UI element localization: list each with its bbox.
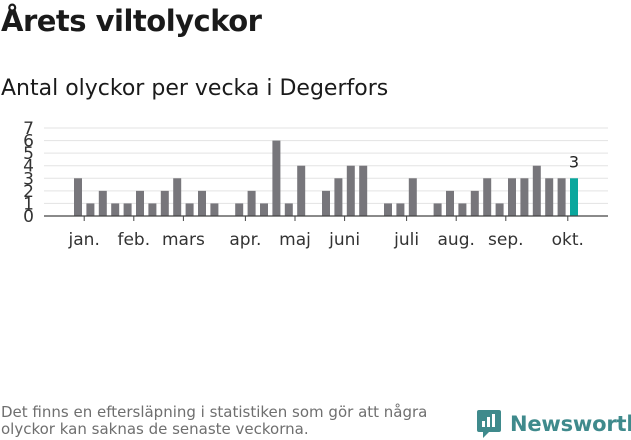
bar [86,203,95,216]
bar [198,190,206,216]
bar [284,203,293,216]
chart-title: Årets viltolyckor [1,4,262,38]
y-tick-label: 7 [23,119,34,139]
bar [74,178,82,216]
bars [74,140,578,216]
bar [98,190,107,216]
footnote: Det finns en eftersläpning i statistiken… [1,403,428,438]
y-tick-label: 1 [23,194,34,214]
bar [123,203,132,216]
x-tick-label: jan. [68,230,100,250]
bar [160,190,169,216]
bar [359,165,368,216]
x-tick-label: feb. [117,230,150,250]
bar [235,203,244,216]
bar-highlight [570,178,578,216]
brand-name: Newsworthy [510,412,631,436]
bar [384,203,392,216]
bar [458,203,467,216]
bar [173,178,182,216]
x-tick-label: juli [393,230,419,250]
bar [260,203,268,216]
bar [136,190,144,216]
newsworthy-logo-icon [477,410,501,438]
brand-logo[interactable]: Newsworthy [476,408,631,440]
x-tick-label: mars [162,230,205,250]
bar [495,203,504,216]
y-tick-label: 3 [23,169,34,189]
y-tick-label: 6 [23,132,34,152]
bar [346,165,355,216]
bar [483,178,492,216]
bar [557,178,566,216]
bar [210,203,219,216]
highlight-value-label: 3 [569,152,579,171]
bar [111,203,120,216]
x-tick-label: apr. [229,230,261,250]
y-tick-label: 2 [23,182,34,202]
x-tick-label: aug. [438,230,475,250]
bar [272,140,281,216]
x-axis-month-labels: jan. feb. mars apr. maj juni juli aug. sep. okt. [68,216,584,250]
x-tick-label: sep. [488,230,524,250]
bar [433,203,442,216]
bar [446,190,454,216]
bar [408,178,417,216]
bar [148,203,157,216]
x-tick-label: juni [328,230,360,250]
bar [247,190,256,216]
bar [322,190,330,216]
bar [520,178,529,216]
bar [532,165,541,216]
chart-subtitle: Antal olyckor per vecka i Degerfors [1,76,389,101]
bar [297,165,306,216]
bar [470,190,479,216]
x-tick-label: okt. [552,230,584,250]
annotations: 3 [569,152,579,171]
y-tick-label: 0 [23,207,34,227]
bar [545,178,554,216]
y-tick-label: 5 [23,144,34,164]
bar [396,203,405,216]
bar [185,203,194,216]
y-tick-label: 4 [23,157,34,177]
bar [334,178,343,216]
x-tick-label: maj [279,230,311,250]
bar [508,178,516,216]
